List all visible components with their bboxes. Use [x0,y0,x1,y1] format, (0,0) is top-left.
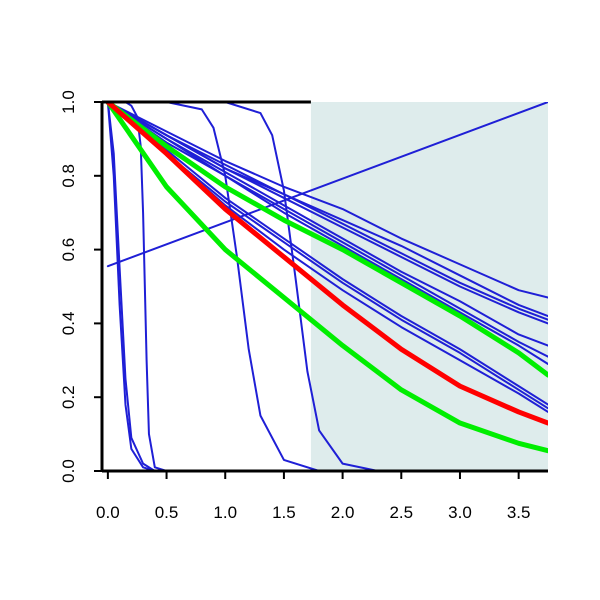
series-line-15 [106,102,461,471]
x-tick-label: 1.0 [213,503,237,522]
series-line-5 [106,102,548,347]
y-tick-label: 0.4 [59,312,78,336]
series-line-4 [106,102,548,325]
series-line-6 [106,102,548,358]
x-tick-label: 1.5 [272,503,296,522]
series-line-11 [106,102,168,471]
x-tick-label: 3.5 [507,503,531,522]
series-line-12 [106,102,168,471]
series-line-17 [105,102,548,378]
series-line-13 [106,102,168,471]
x-tick-label: 3.0 [448,503,472,522]
x-tick-label: 2.5 [389,503,413,522]
series-line-8 [106,102,548,406]
y-tick-label: 1.0 [59,90,78,114]
y-tick-label: 0.8 [59,164,78,188]
series-line-18 [105,102,548,454]
series-line-19 [105,102,548,426]
series-line-7 [106,102,548,365]
series-line-1 [106,102,548,299]
y-tick-label: 0.6 [59,238,78,262]
x-tick-label: 0.0 [96,503,120,522]
y-tick-label: 0.2 [59,385,78,409]
series-line-2 [106,102,548,318]
y-tick-label: 0.0 [59,459,78,483]
x-tick-label: 0.5 [155,503,179,522]
ticks-layer: 0.0 0.5 1.0 1.5 2.0 2.5 3.0 3.5 0.0 0.2 0.4 0.6 0.8 1… [59,90,530,522]
series-line-14 [106,102,403,471]
axes-layer [100,100,548,473]
x-tick-label: 2.0 [331,503,355,522]
series-line-16 [106,102,548,268]
